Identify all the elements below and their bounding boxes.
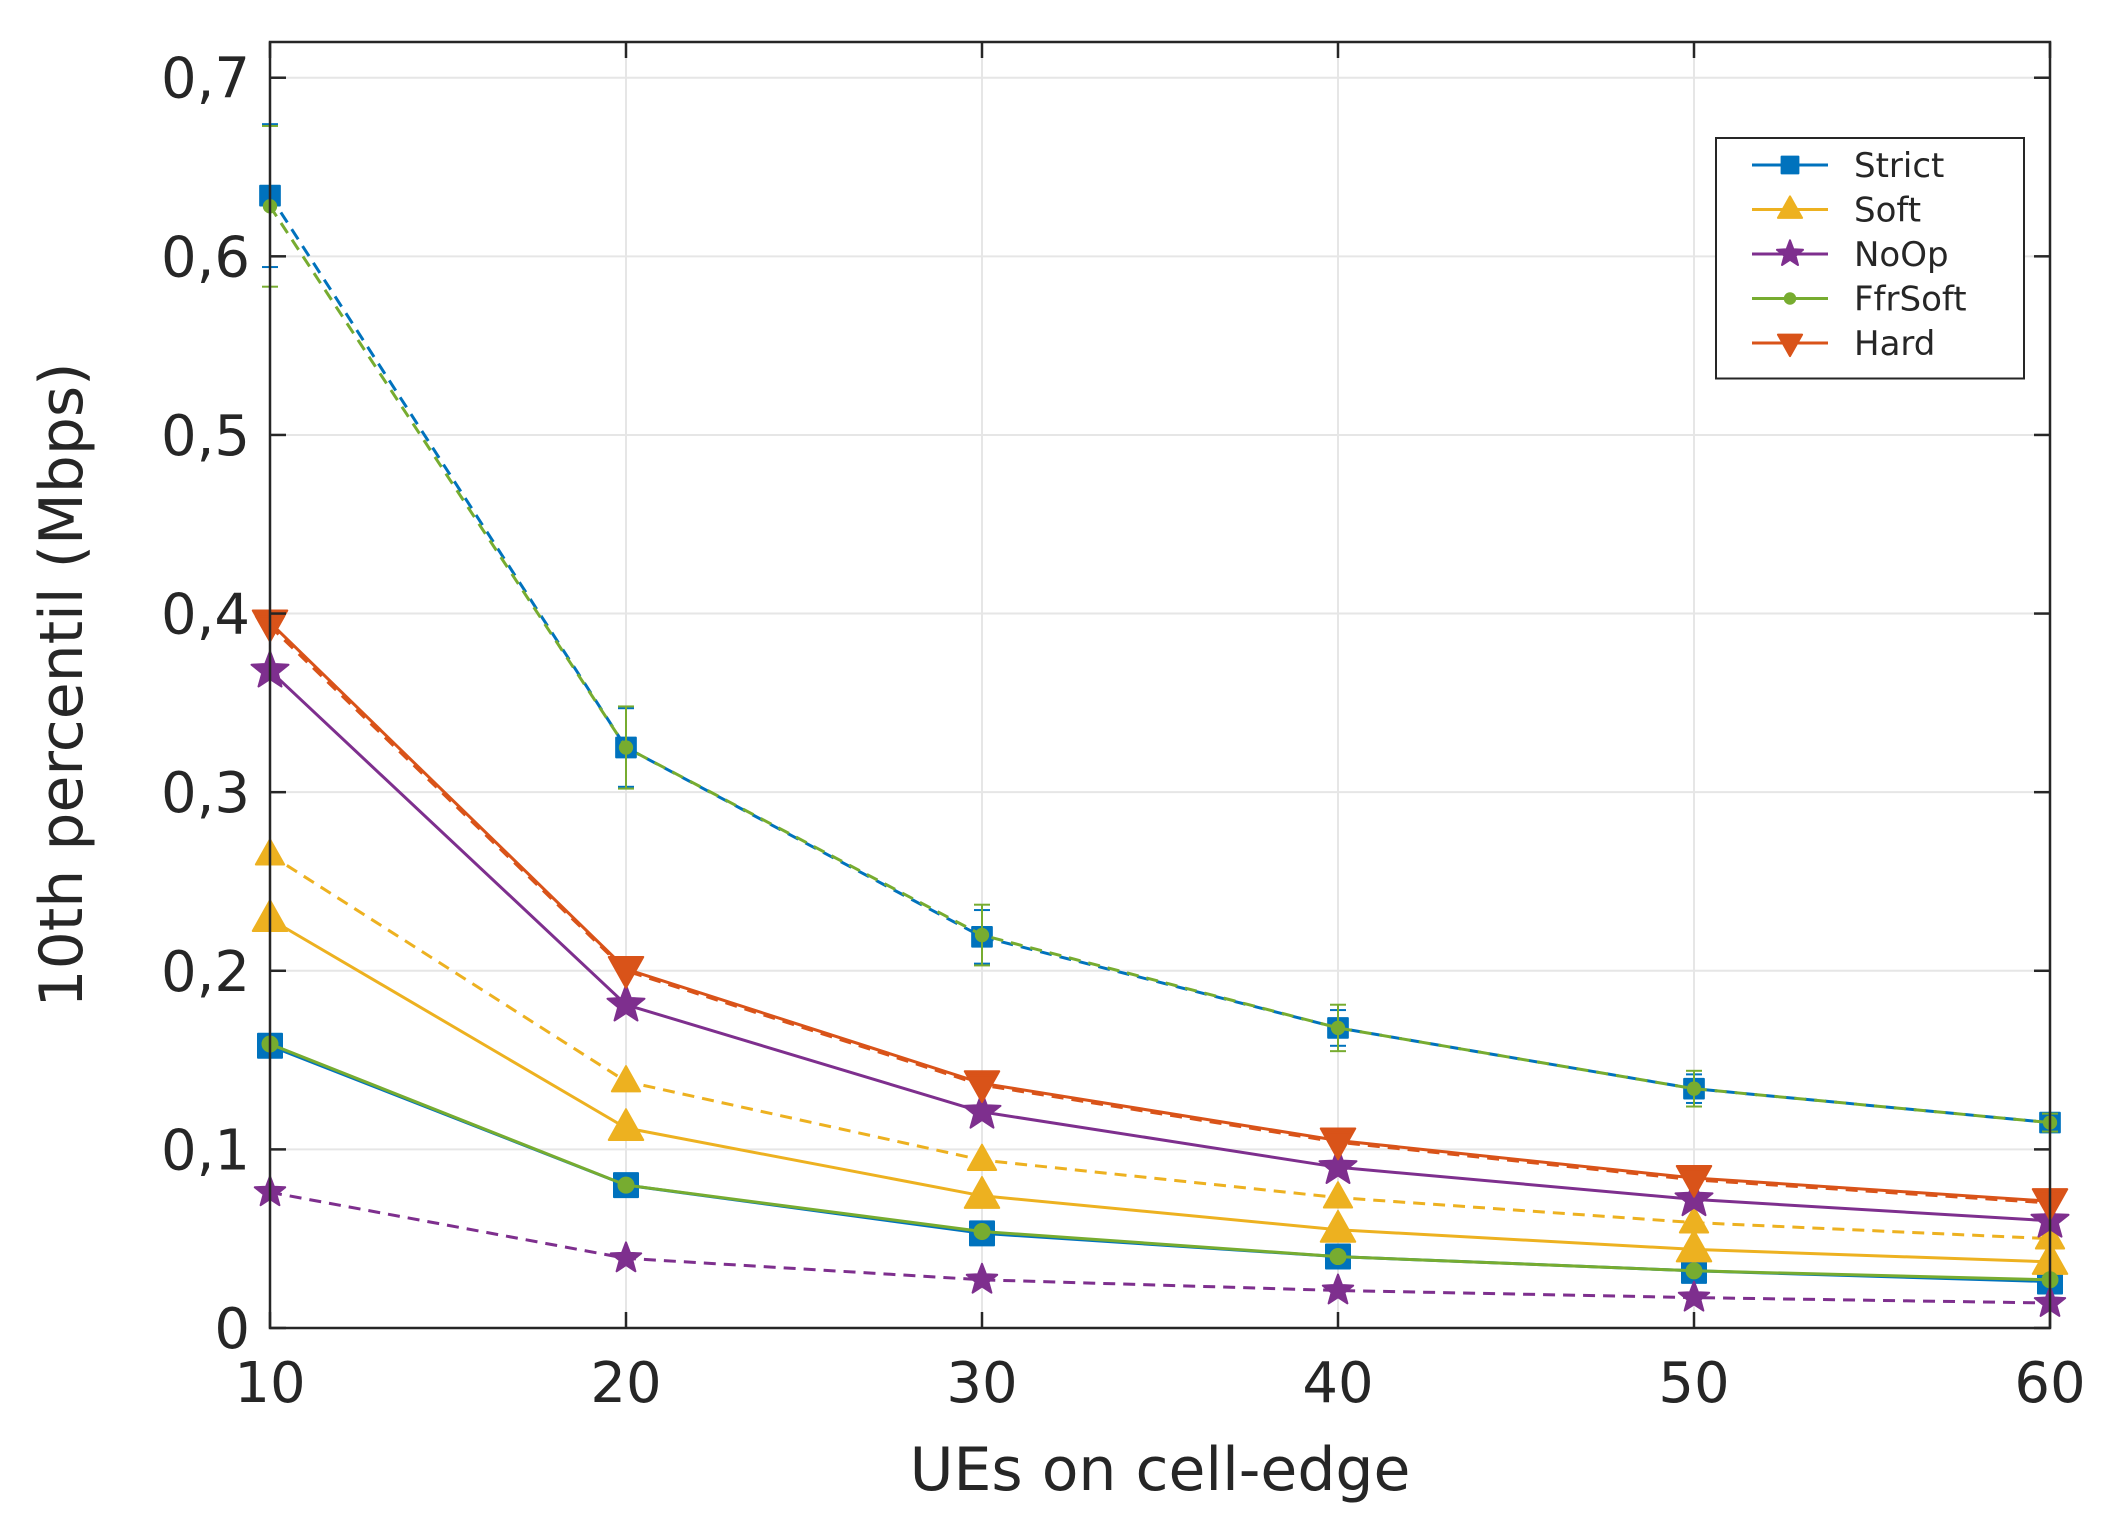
y-tick-label: 0: [214, 1297, 250, 1362]
series-ffrsoft-dashed: [262, 124, 2058, 1133]
legend-label-ffrsoft: FfrSoft: [1854, 280, 1967, 320]
data-point-noop: [1321, 1273, 1355, 1305]
y-tick-label: 0,1: [161, 1118, 250, 1183]
y-tick-label: 0,4: [161, 583, 250, 648]
series-line-ffrsoft-solid: [269, 1042, 2051, 1282]
data-point-noop: [962, 1091, 1002, 1129]
y-tick-label: 0,6: [161, 225, 250, 290]
x-tick-label: 40: [1302, 1351, 1373, 1416]
tick-labels: 10 20 30 40 50 60 0 0,1 0,2 0,3 0,4 0,5 0,6 0,7: [161, 47, 2086, 1416]
y-tick-label: 0,5: [161, 404, 250, 469]
x-tick-label: 10: [234, 1351, 305, 1416]
data-point-ffrsoft: [1686, 1081, 1702, 1096]
y-tick-label: 0,7: [161, 47, 250, 112]
series-line-strict-dashed: [268, 194, 2051, 1125]
data-point-soft: [1678, 1206, 1710, 1234]
data-point-soft: [966, 1143, 998, 1171]
series-line-hard-dashed: [268, 625, 2051, 1205]
legend-label-hard: Hard: [1854, 324, 1935, 364]
x-axis-title: UEs on cell-edge: [910, 1435, 1411, 1505]
y-tick-label: 0,3: [161, 761, 250, 826]
data-point-noop: [1318, 1146, 1358, 1184]
legend-marker-hard: [1776, 333, 1804, 358]
legend-marker-strict: [1780, 155, 1800, 175]
data-point-ffrsoft: [1330, 1020, 1346, 1036]
data-point-soft: [1322, 1181, 1354, 1209]
data-point-ffrsoft: [973, 1223, 991, 1241]
data-point-soft: [963, 1176, 1001, 1209]
data-point-noop: [606, 984, 646, 1022]
data-point-soft: [1319, 1210, 1357, 1243]
data-point-hard: [1678, 1168, 1710, 1197]
series-layer: [250, 123, 2070, 1317]
data-point-soft: [1675, 1229, 1713, 1263]
legend-marker-noop: [1776, 239, 1804, 266]
y-tick-label: 0,2: [161, 940, 250, 1005]
legend-label-strict: Strict: [1854, 146, 1944, 186]
series-line-soft-solid: [269, 917, 2051, 1264]
x-tick-label: 50: [1658, 1351, 1729, 1416]
data-point-noop: [1677, 1280, 1711, 1312]
series-line-noop-dashed: [269, 1190, 2051, 1305]
data-point-hard: [1322, 1131, 1354, 1159]
legend-marker-ffrsoft: [1783, 292, 1797, 305]
x-tick-label: 30: [946, 1351, 1017, 1416]
legend-marker-soft: [1776, 195, 1804, 219]
series-line-noop-solid: [268, 669, 2051, 1223]
y-axis-title: 10th percentil (Mbps): [27, 362, 97, 1007]
data-point-hard: [610, 959, 642, 988]
data-point-noop: [965, 1262, 999, 1294]
data-point-soft: [607, 1108, 645, 1141]
data-point-ffrsoft: [618, 740, 634, 755]
axes-box: [268, 40, 2052, 1330]
legend-label-soft: Soft: [1854, 191, 1921, 231]
x-tick-label: 20: [590, 1351, 661, 1416]
x-tick-label: 60: [2014, 1351, 2085, 1416]
data-point-soft: [610, 1065, 642, 1093]
series-line-soft-dashed: [269, 853, 2051, 1241]
data-point-ffrsoft: [974, 927, 990, 943]
legend-box: [1715, 137, 2025, 380]
series-line-hard-solid: [268, 621, 2051, 1203]
data-point-hard: [966, 1074, 998, 1102]
legend-label-noop: NoOp: [1854, 235, 1949, 275]
data-point-ffrsoft: [1329, 1248, 1347, 1266]
axes-frame: [268, 40, 2052, 1330]
data-point-noop: [609, 1241, 643, 1273]
data-point-ffrsoft: [1685, 1262, 1703, 1280]
data-point-ffrsoft: [617, 1176, 635, 1194]
